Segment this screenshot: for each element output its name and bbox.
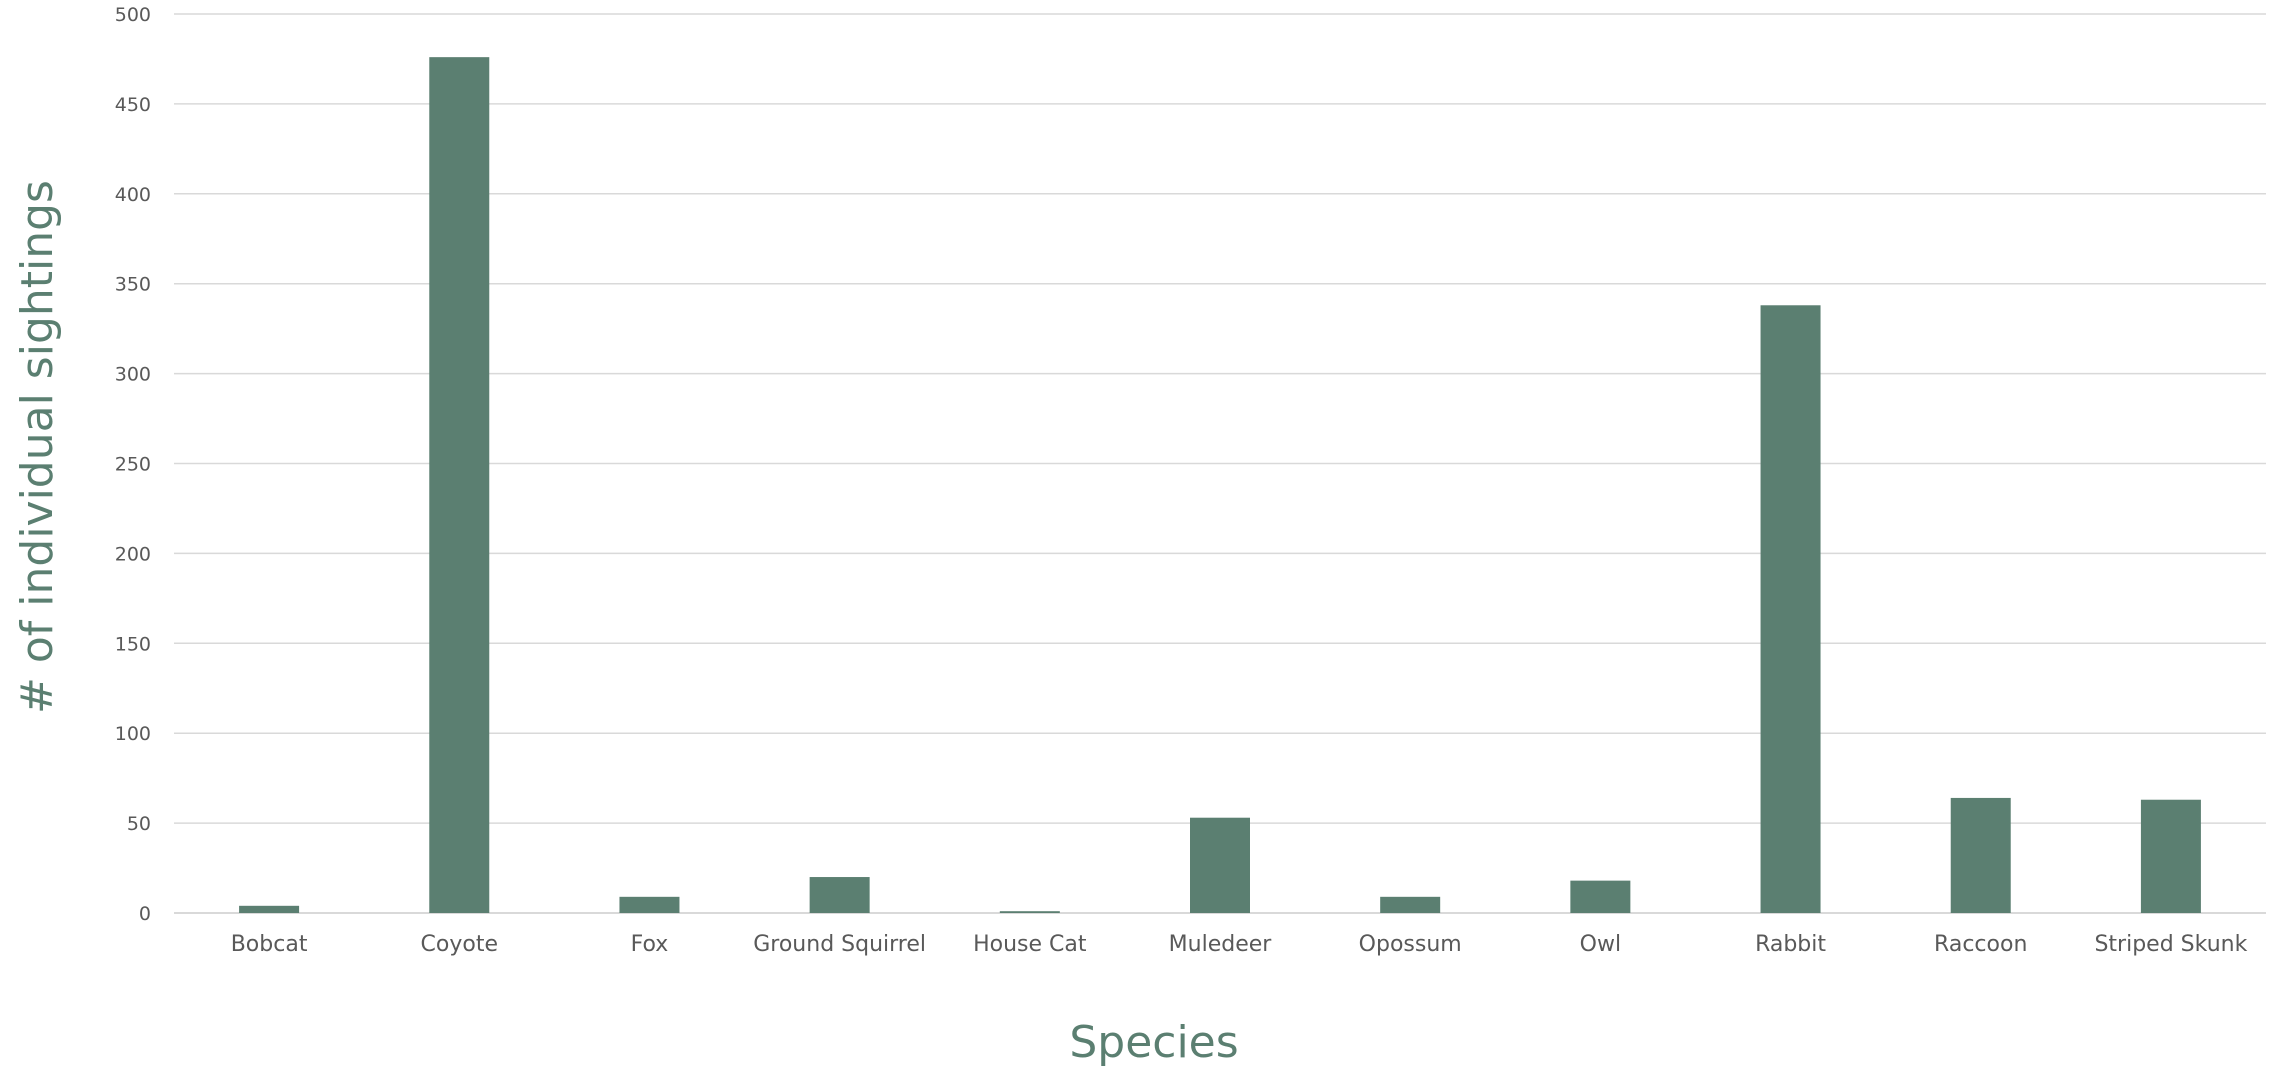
y-tick-label: 500 [115,4,151,26]
x-category-label: Bobcat [231,932,308,957]
bar-fox [619,896,680,913]
bar-raccoon [1950,797,2011,913]
y-tick-label: 250 [115,454,151,476]
x-category-label: Ground Squirrel [753,932,926,957]
y-tick-label: 0 [139,903,151,925]
x-category-label: Owl [1580,932,1621,957]
bar-striped-skunk [2140,799,2201,913]
x-category-label: Raccoon [1934,932,2027,957]
gridlines [174,13,2266,914]
x-category-label: Opossum [1359,932,1462,957]
y-tick-label: 200 [115,543,151,565]
y-tick-label: 50 [127,813,151,835]
x-category-label: Fox [631,932,669,957]
x-category-label: Muledeer [1169,932,1273,957]
y-tick-label: 100 [115,723,151,745]
y-tick-label: 300 [115,364,151,386]
x-category-label: Coyote [421,932,498,957]
y-axis-title: # of individual sightings [12,180,63,714]
y-tick-label: 150 [115,633,151,655]
y-axis-tick-labels: 0 50 100 150 200 250 300 350 400 450 500 [115,4,151,925]
bar-opossum [1380,896,1441,913]
y-tick-label: 450 [115,94,151,116]
x-axis-title: Species [1069,1017,1238,1068]
y-tick-label: 400 [115,184,151,206]
bar-owl [1570,880,1631,913]
bar-ground-squirrel [809,877,870,913]
bars [239,57,2201,914]
bar-house-cat [999,911,1060,913]
bar-coyote [429,57,490,914]
y-tick-label: 350 [115,274,151,296]
x-category-label: Rabbit [1755,932,1826,957]
bar-rabbit [1760,305,1821,913]
bar-muledeer [1190,817,1250,913]
x-category-label: Striped Skunk [2094,932,2247,957]
x-axis-category-labels: Bobcat Coyote Fox Ground Squirrel House Cat M… [231,932,2248,957]
bar-bobcat [239,905,300,913]
x-category-label: House Cat [973,932,1087,957]
